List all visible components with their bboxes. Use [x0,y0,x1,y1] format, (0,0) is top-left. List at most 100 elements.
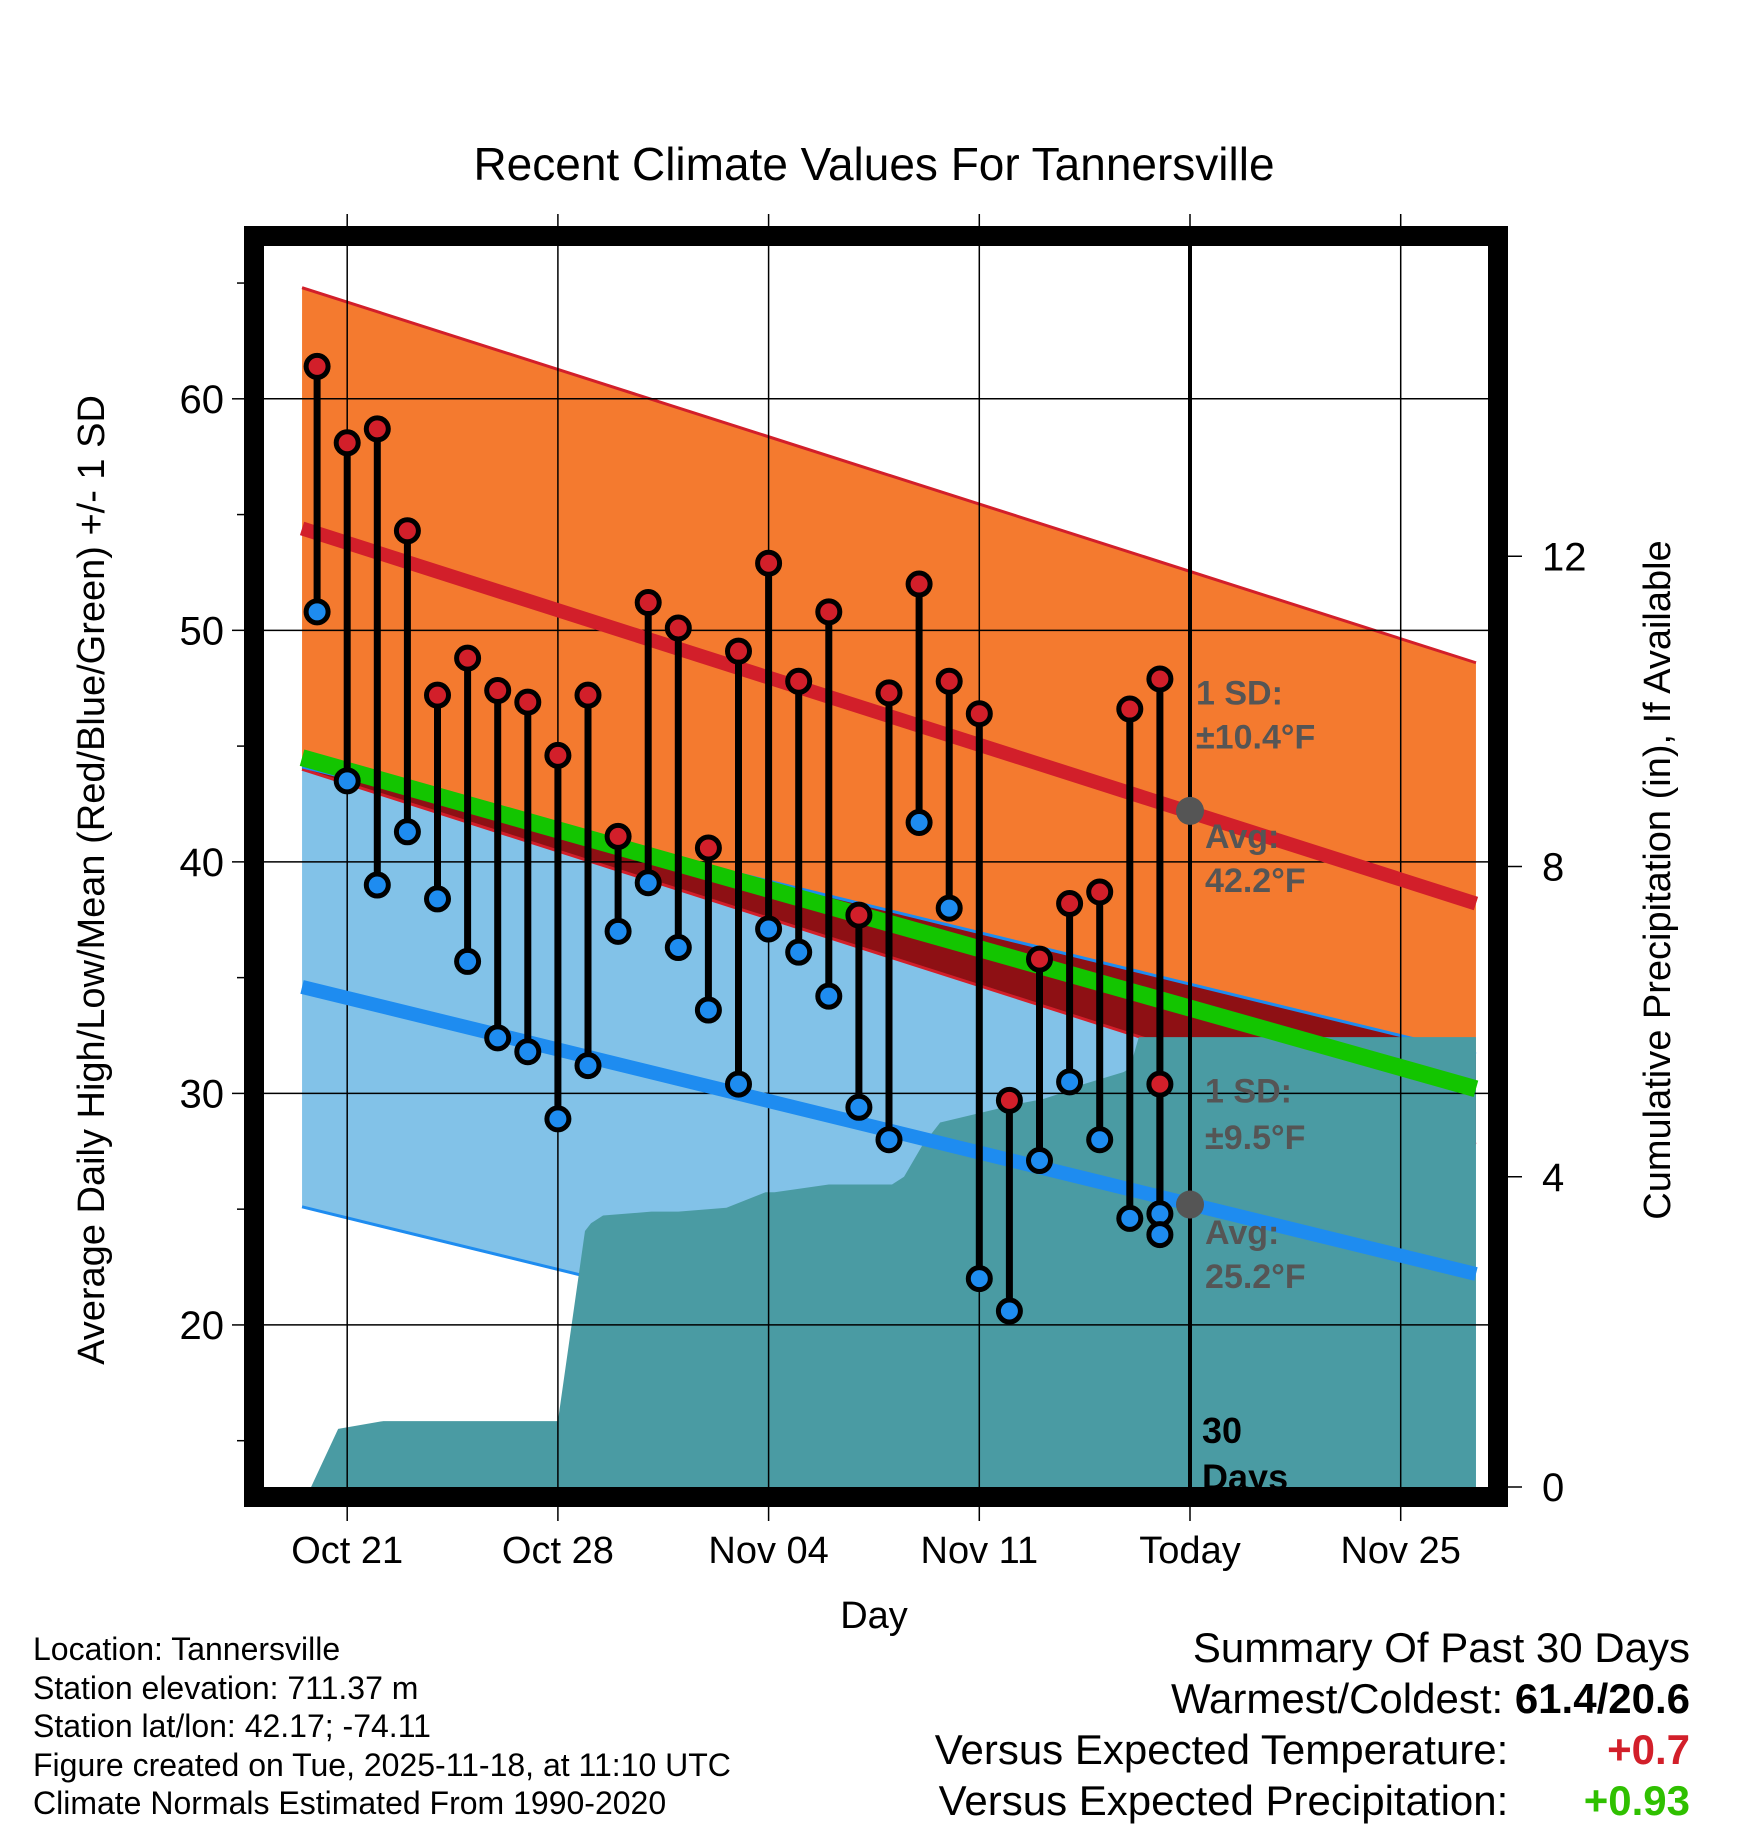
x-tick-label: Nov 04 [708,1530,828,1572]
daily-high-point [664,614,692,642]
daily-high-point [995,1086,1023,1114]
daily-high-point [634,589,662,617]
daily-low-point [965,1265,993,1293]
warmest-value: 61.4/20.6 [1514,1675,1690,1722]
y2-tick-label: 4 [1542,1156,1564,1200]
daily-low-point [1086,1126,1114,1154]
y-tick-label: 40 [180,841,225,885]
daily-high-point [785,667,813,695]
daily-high-point [424,681,451,709]
y-tick-label: 60 [180,378,225,422]
daily-high-point [1056,890,1084,918]
x-tick-label: Oct 28 [502,1530,614,1572]
precipitation-area [311,1037,1476,1487]
daily-low-point [845,1093,873,1121]
daily-high-point [875,679,903,707]
daily-high-point [755,549,783,577]
daily-high-point [363,415,391,443]
y2-axis-label: Cumulative Precipitation (in), If Availa… [1637,540,1679,1219]
daily-high-point [1116,695,1144,723]
daily-high-point [514,688,542,716]
daily-high-point [604,822,632,850]
daily-low-point [1026,1147,1053,1175]
precip-value: +0.93 [1583,1777,1690,1824]
daily-high-point [935,667,963,695]
y-tick-label: 20 [180,1304,225,1348]
high-sd-value: ±10.4°F [1196,718,1315,756]
plot-frame [244,226,1508,1507]
daily-low-point [333,767,361,795]
daily-high-point [333,429,361,457]
daily-high-point [574,681,602,709]
warmest-label: Warmest/Coldest: [1170,1675,1504,1722]
daily-high-point [1086,878,1114,906]
x-tick-label: Today [1139,1530,1240,1572]
x-tick-label: Nov 11 [921,1530,1039,1572]
daily-low-point [514,1038,542,1066]
daily-high-point [845,901,873,929]
high-sd-upper-edge [301,286,1477,665]
location-text: Location: Tannersville [33,1631,341,1667]
daily-high-point [725,637,752,665]
daily-high-point [484,677,512,705]
x-tick-label: Nov 25 [1340,1530,1460,1572]
partial-high-point [1146,1070,1174,1098]
plot-inner [264,246,1488,1487]
y2-tick-label: 12 [1542,535,1587,579]
high-sd-title: 1 SD: [1196,674,1283,712]
high-avg-value: 42.2°F [1205,862,1306,900]
temp-row: Versus Expected Temperature: +0.7 [935,1724,1690,1775]
daily-low-point [875,1126,903,1154]
summary-title: Summary Of Past 30 Days [1192,1624,1690,1671]
y-axis-label: Average Daily High/Low/Mean (Red/Blue/Gr… [71,395,113,1365]
station-info: Location: Tannersville Station elevation… [33,1630,731,1823]
daily-high-point [454,644,482,672]
daily-low-point [755,915,783,943]
daily-low-point [484,1024,512,1052]
x-axis-label: Day [840,1595,908,1637]
high-avg-title: Avg: [1205,818,1279,856]
precip-label: Versus Expected Precipitation: [938,1777,1509,1824]
warmest-row: Warmest/Coldest: 61.4/20.6 [935,1673,1690,1724]
daily-high-point [965,700,993,728]
daily-low-point [785,938,813,966]
y-tick-label: 30 [180,1072,225,1116]
y2-tick-label: 0 [1542,1466,1564,1510]
daily-low-point [815,982,843,1010]
daily-low-point [604,917,632,945]
low-sd-title: 1 SD: [1205,1073,1292,1111]
daily-low-point [725,1070,752,1098]
daily-low-point [664,934,692,962]
daily-high-point [1146,665,1174,693]
daily-high-point [1026,945,1053,973]
period-unit: Days [1202,1456,1288,1497]
daily-low-point [935,894,963,922]
low-sd-value: ±9.5°F [1205,1119,1305,1157]
latlon-text: Station lat/lon: 42.17; -74.11 [33,1708,431,1744]
low-avg-title: Avg: [1205,1214,1279,1252]
temp-label: Versus Expected Temperature: [934,1726,1509,1773]
daily-high-point [694,834,722,862]
y2-tick-label: 8 [1542,846,1564,890]
daily-low-point [544,1105,572,1133]
low-avg-value: 25.2°F [1205,1258,1306,1296]
y-tick-label: 50 [180,609,225,653]
plot-area: 20 30 40 50 60 0 4 8 12 Oct 21 Oct 28 Nov 04 Nov 11 T… [180,214,1587,1572]
daily-low-point [574,1052,602,1080]
daily-low-point [995,1297,1023,1325]
daily-high-point [544,741,572,769]
daily-low-point [694,996,722,1024]
daily-high-point [393,517,421,545]
daily-low-point [454,947,482,975]
elevation-text: Station elevation: 711.37 m [33,1669,419,1706]
partial-low-point [1146,1221,1174,1249]
x-tick-label: Oct 21 [291,1530,403,1572]
summary-panel: Summary Of Past 30 Days Warmest/Coldest:… [935,1622,1690,1826]
created-text: Figure created on Tue, 2025-11-18, at 11… [33,1746,731,1783]
daily-low-point [303,598,331,626]
daily-low-point [905,809,933,837]
daily-low-point [1116,1204,1144,1232]
daily-low-point [1056,1068,1084,1096]
today-low-marker [1176,1190,1204,1219]
